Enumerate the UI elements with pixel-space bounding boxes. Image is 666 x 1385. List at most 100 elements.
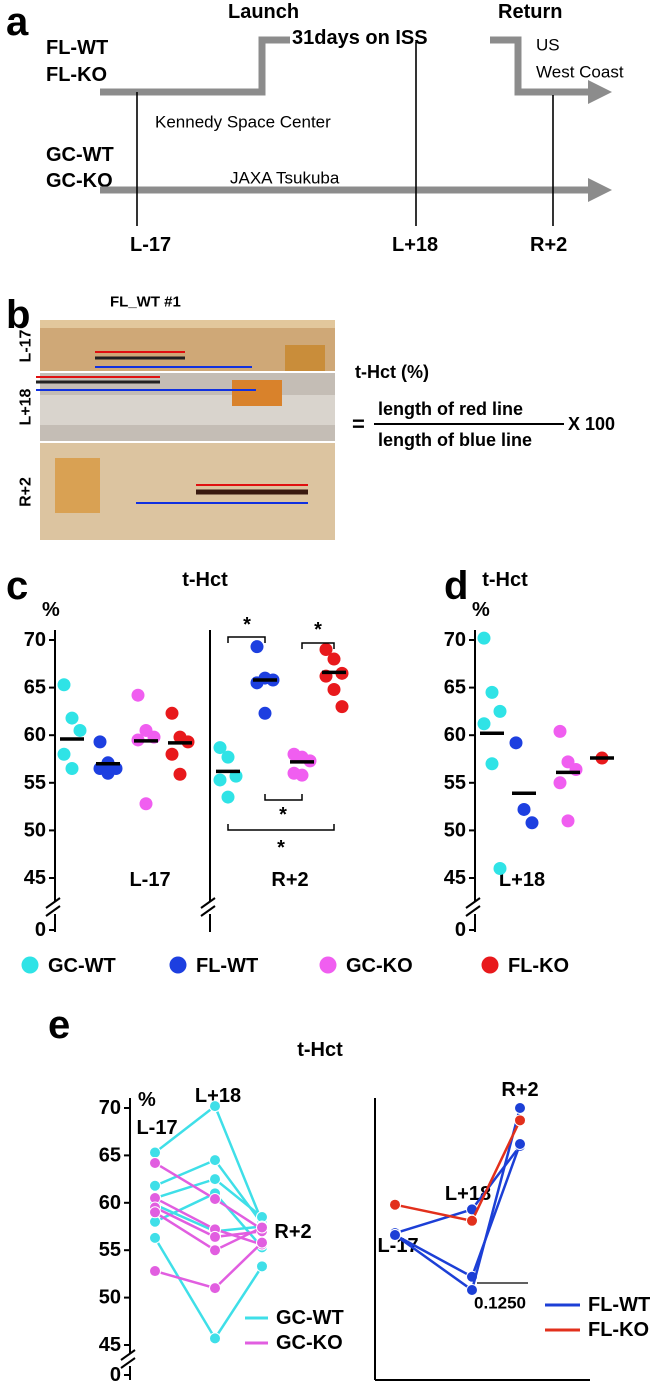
y-tick-label: 0 (35, 919, 46, 941)
timepoint-label: R+2 (274, 1221, 311, 1243)
tape (285, 345, 325, 371)
chart-title: t-Hct (482, 569, 528, 591)
data-point (514, 1114, 526, 1127)
data-point (149, 1206, 161, 1219)
data-point (131, 688, 145, 702)
y-unit: % (138, 1089, 156, 1111)
subject-line (153, 1237, 264, 1341)
data-point (173, 767, 187, 781)
axis-break (45, 897, 61, 909)
site-label: JAXA Tsukuba (230, 169, 340, 188)
data-point (209, 1244, 221, 1257)
data-point (57, 747, 71, 761)
panel-letter: e (48, 1003, 70, 1047)
data-point (165, 747, 179, 761)
data-point (493, 704, 507, 718)
y-unit: % (42, 599, 60, 621)
y-tick-label: 55 (24, 772, 46, 794)
group-label: GC-KO (46, 170, 113, 192)
significance-bracket (227, 824, 335, 831)
legend-label: FL-WT (588, 1294, 650, 1316)
data-point (256, 1236, 268, 1249)
group-label: GC-WT (46, 144, 114, 166)
y-tick-label: 50 (24, 819, 46, 841)
sample-label: FL_WT #1 (110, 294, 181, 311)
significance-star: * (314, 619, 322, 641)
data-point (149, 1179, 161, 1192)
data-point (209, 1193, 221, 1206)
panel-letter: a (6, 0, 29, 44)
data-point (509, 736, 523, 750)
timepoint-label: L+18 (392, 234, 438, 256)
data-point (295, 768, 309, 782)
data-point (466, 1214, 478, 1227)
tape (55, 458, 100, 513)
panel-letter: b (6, 293, 30, 337)
data-point (93, 735, 107, 749)
y-tick-label: 0 (455, 919, 466, 941)
scale-label: 0.1250 (474, 1294, 526, 1313)
panel-letter: d (444, 564, 468, 608)
significance-bracket (301, 642, 335, 649)
subplot-label: R+2 (271, 869, 308, 891)
chart-title: t-Hct (182, 569, 228, 591)
y-tick-label: 50 (99, 1287, 121, 1309)
data-point (149, 1146, 161, 1159)
axis-break (465, 905, 481, 917)
data-point (165, 706, 179, 720)
data-point (389, 1198, 401, 1211)
timeline-flight (100, 36, 290, 96)
axis-break (45, 905, 61, 917)
data-point (514, 1102, 526, 1114)
data-point (553, 724, 567, 738)
timepoint-label: R+2 (530, 234, 567, 256)
data-point (209, 1100, 221, 1113)
tape (232, 380, 282, 406)
chart-title: t-Hct (297, 1039, 343, 1061)
timeline-flight (490, 36, 592, 96)
axis-break (200, 905, 216, 917)
legend-label: GC-KO (346, 955, 413, 977)
axis-break (120, 1357, 136, 1369)
legend-label: GC-WT (276, 1307, 344, 1329)
timepoint-label: L-17 (377, 1235, 418, 1257)
y-unit: % (472, 599, 490, 621)
data-point (256, 1221, 268, 1234)
denominator: length of blue line (378, 430, 532, 450)
data-point (209, 1332, 221, 1345)
y-tick-label: 60 (24, 724, 46, 746)
y-tick-label: 45 (24, 867, 46, 889)
y-tick-label: 70 (99, 1097, 121, 1119)
y-tick-label: 70 (444, 629, 466, 651)
legend-label: FL-KO (508, 955, 569, 977)
axis-break (200, 897, 216, 909)
equals: = (352, 412, 365, 437)
data-point (65, 762, 79, 776)
data-point (485, 757, 499, 771)
panel-b: b FL_WT #1 L-17 L+18 R+2 t-Hct (%) = len… (6, 293, 615, 540)
launch-label: Launch (228, 1, 299, 23)
data-point (493, 861, 507, 875)
data-point (221, 790, 235, 804)
data-point (327, 652, 341, 666)
timepoint-label: R+2 (501, 1079, 538, 1101)
significance-star: * (277, 837, 285, 859)
data-point (477, 717, 491, 731)
data-point (73, 723, 87, 737)
landing-label: US (536, 36, 560, 55)
data-point (209, 1154, 221, 1167)
photo-wall (40, 320, 335, 328)
panel-a: a Launch 31days on ISS Return US West Co… (6, 0, 624, 256)
y-tick-label: 70 (24, 629, 46, 651)
timepoint-label: L-17 (130, 234, 171, 256)
y-tick-label: 65 (99, 1144, 121, 1166)
y-tick-label: 60 (99, 1192, 121, 1214)
y-tick-label: 65 (444, 677, 466, 699)
data-point (250, 640, 264, 654)
data-point (213, 741, 227, 755)
data-point (477, 631, 491, 645)
arrow-head (588, 80, 612, 104)
legend-marker (169, 956, 187, 974)
data-point (139, 797, 153, 811)
